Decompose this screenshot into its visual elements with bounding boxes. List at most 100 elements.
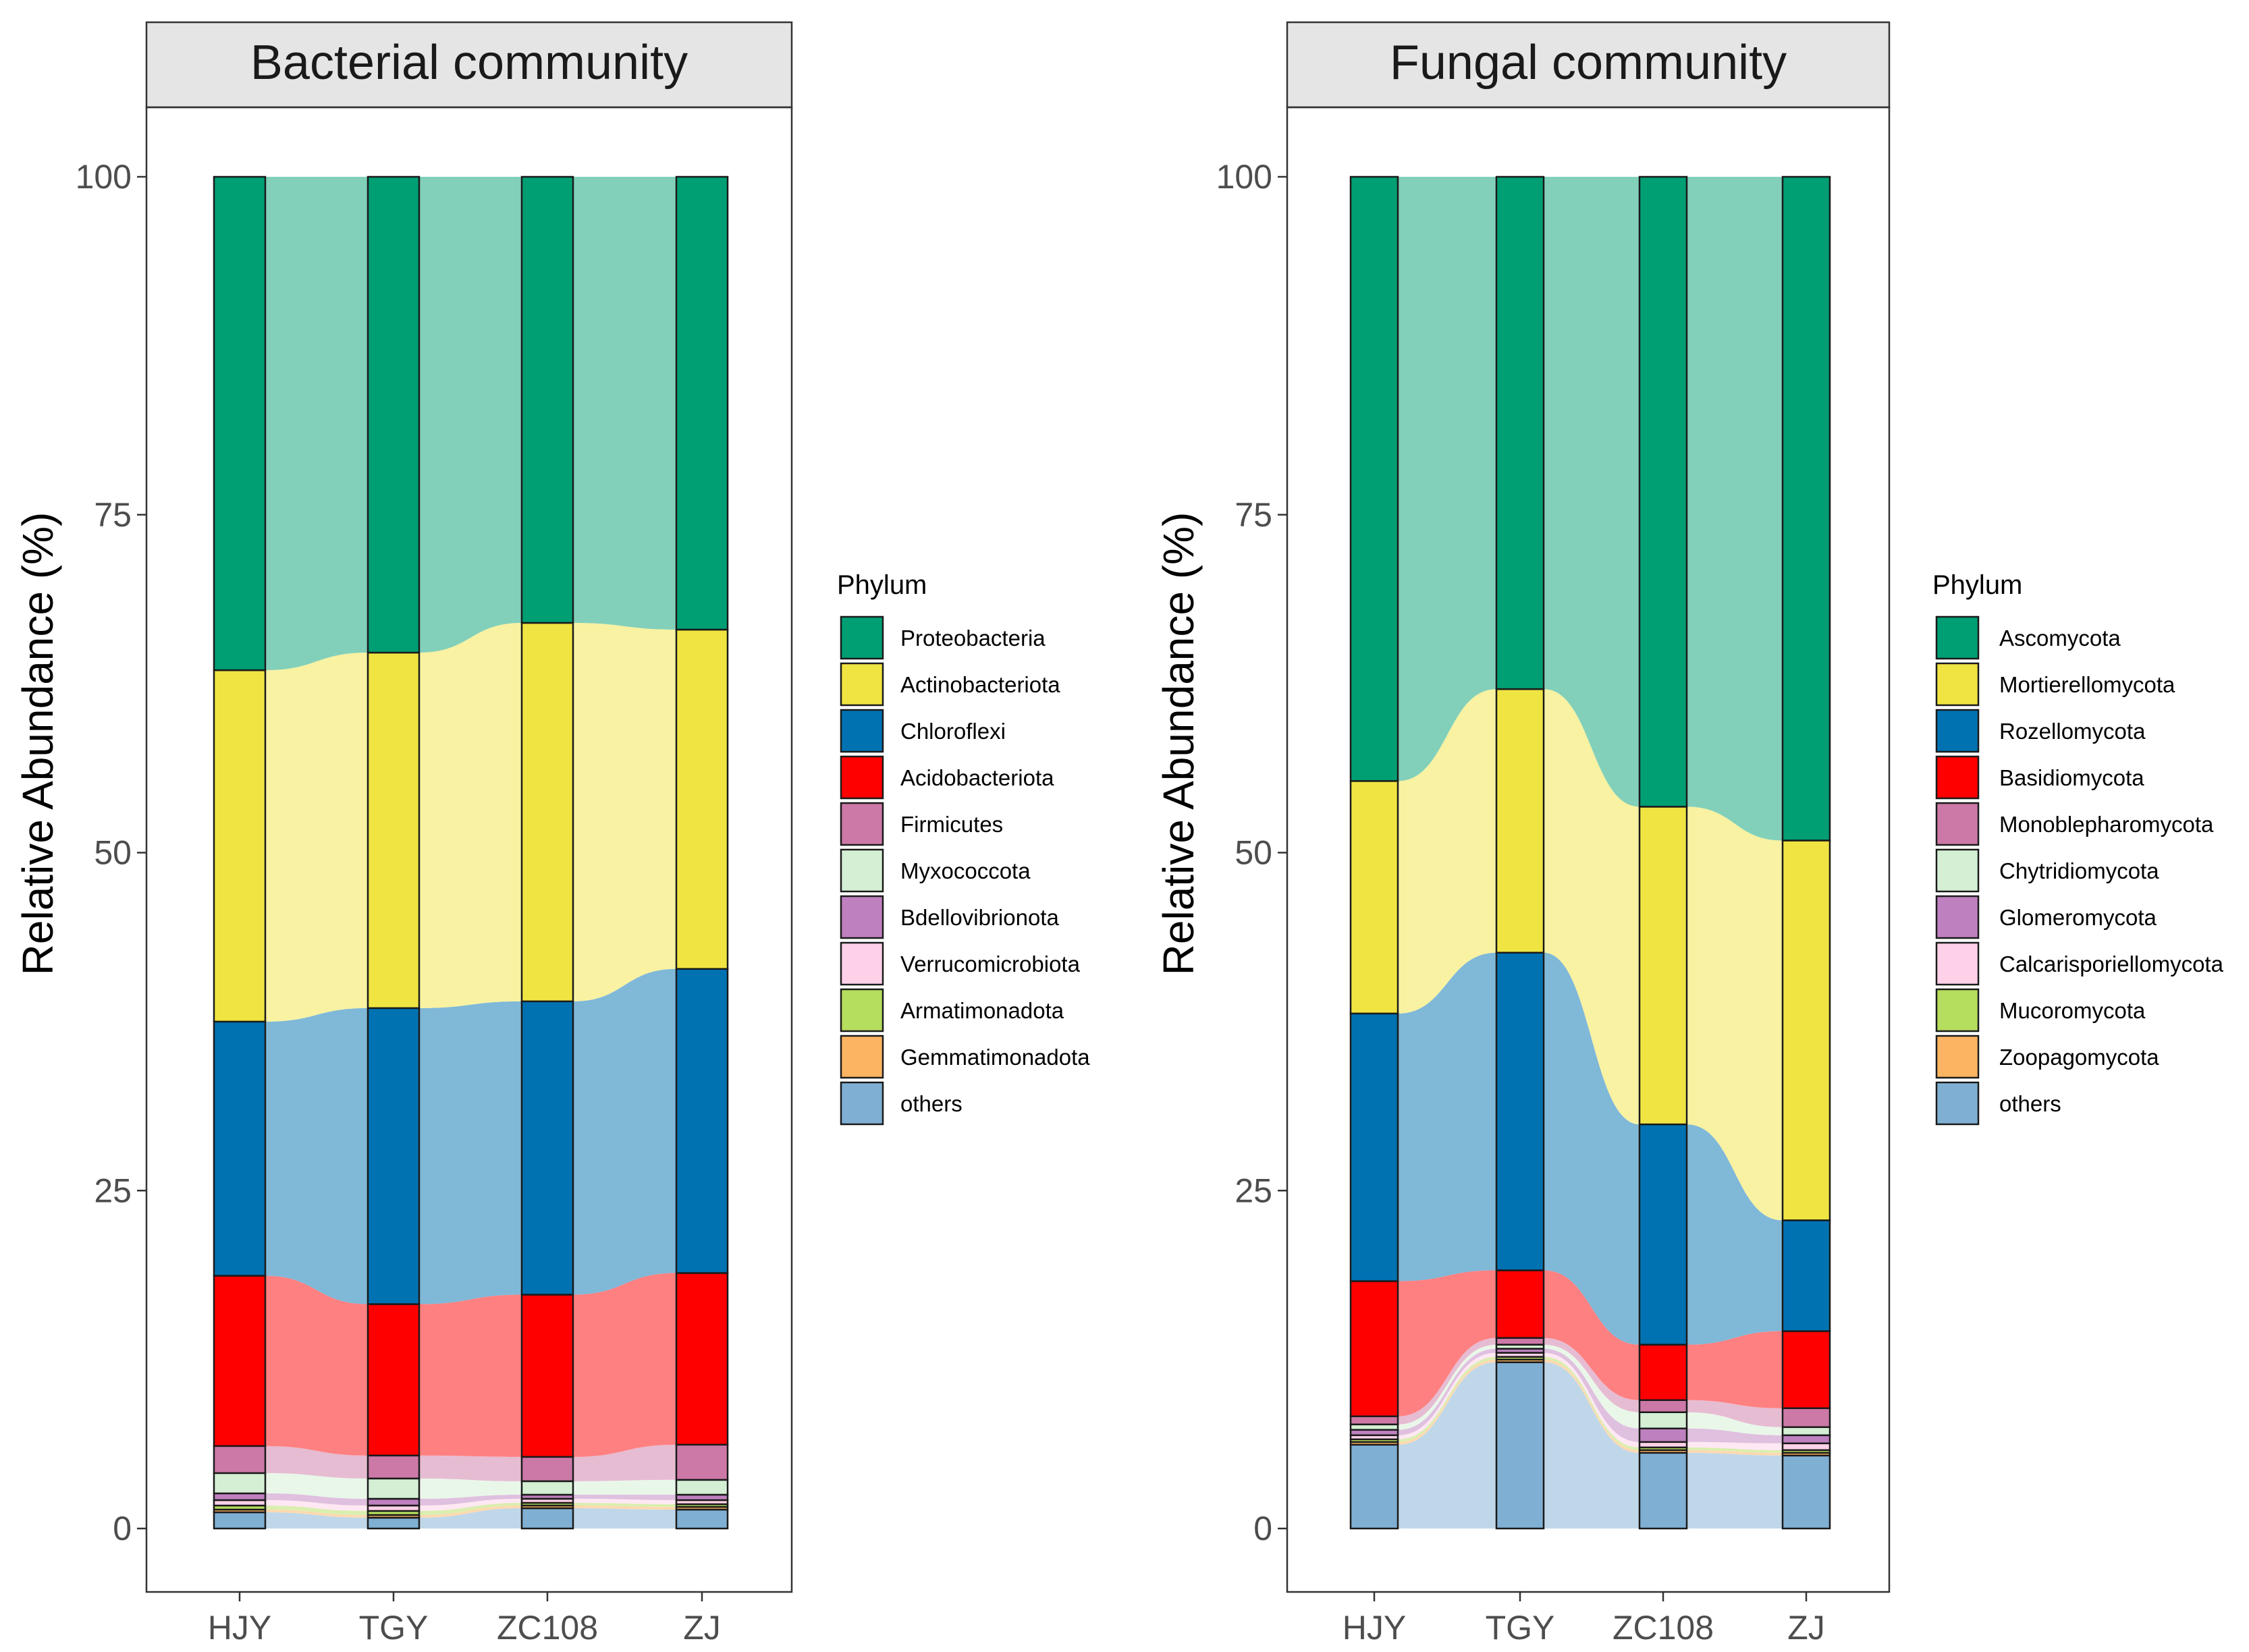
bacterial-bar-tgy-chloroflexi [367, 1007, 421, 1305]
fungal-y-tick-label-25: 25 [1235, 1172, 1272, 1209]
bacterial-legend-label-firmicutes: Firmicutes [900, 812, 1003, 837]
bacterial-bar-tgy-acidobacteriota [367, 1303, 421, 1457]
fungal-flow-mortierellomycota-3 [1687, 806, 1783, 1221]
bacterial-bar-zj-actinobacteriota [675, 628, 729, 970]
bacterial-legend-label-acidobacteriota: Acidobacteriota [900, 765, 1054, 790]
bacterial-bar-zc108-others [520, 1507, 574, 1530]
fungal-flow-others-1 [1398, 1362, 1496, 1529]
fungal-bar-zj-glomeromycota [1781, 1434, 1831, 1445]
fungal-bar-zj-calcarisporiellomycota [1781, 1442, 1831, 1452]
fungal-plot-border [1286, 106, 1891, 1593]
bacterial-bar-hjy-others [213, 1511, 267, 1530]
bacterial-flow-bdellovibrionota-1 [265, 1493, 368, 1506]
fungal-flow-glomeromycota-1 [1398, 1348, 1496, 1435]
fungal-legend-key-mortierellomycota [1935, 662, 1980, 707]
bacterial-flow-chloroflexi-1 [265, 1008, 368, 1304]
fungal-flow-ascomycota-2 [1544, 177, 1640, 807]
bacterial-flow-verrucomicrobiota-1 [265, 1499, 368, 1511]
fungal-bar-tgy-rozellomycota [1495, 952, 1545, 1271]
bacterial-bar-zj-firmicutes [675, 1443, 729, 1481]
fungal-legend-label-rozellomycota: Rozellomycota [1999, 719, 2146, 744]
bacterial-flow-acidobacteriota-2 [419, 1294, 522, 1457]
bacterial-bar-zc108-myxococcota [520, 1480, 574, 1496]
fungal-legend-label-mortierellomycota: Mortierellomycota [1999, 672, 2175, 697]
fungal-bar-zc108-mortierellomycota [1638, 806, 1688, 1126]
bacterial-flow-armatimonadota-2 [419, 1502, 522, 1515]
fungal-flow-mucoromycota-3 [1687, 1447, 1783, 1453]
fungal-legend-label-monoblepharomycota: Monoblepharomycota [1999, 812, 2214, 837]
fungal-flow-basidiomycota-3 [1687, 1331, 1783, 1408]
bacterial-flow-actinobacteriota-1 [265, 653, 368, 1022]
fungal-x-tick-label-zc108: ZC108 [1613, 1609, 1714, 1647]
fungal-bar-zc108-basidiomycota [1638, 1344, 1688, 1401]
fungal-bar-zc108-rozellomycota [1638, 1123, 1688, 1346]
fungal-bar-tgy-mortierellomycota [1495, 688, 1545, 954]
bacterial-legend-label-chloroflexi: Chloroflexi [900, 719, 1006, 744]
fungal-legend-label-mucoromycota: Mucoromycota [1999, 998, 2146, 1023]
bacterial-bar-zc108-actinobacteriota [520, 622, 574, 1003]
fungal-y-axis-label: Relative Abundance (%) [1154, 512, 1203, 976]
bacterial-title: Bacterial community [250, 36, 688, 90]
bacterial-bar-hjy-bdellovibrionota [213, 1492, 267, 1502]
bacterial-legend-key-proteobacteria [840, 615, 884, 660]
bacterial-panel: Bacterial community Relative Abundance (… [13, 21, 1090, 1647]
fungal-bars [1349, 175, 1831, 1530]
fungal-bar-tgy-monoblepharomycota [1495, 1337, 1545, 1346]
fungal-flow-monoblepharomycota-3 [1687, 1400, 1783, 1427]
bacterial-flow-acidobacteriota-3 [573, 1273, 676, 1457]
fungal-bar-zc108-others [1638, 1452, 1688, 1530]
fungal-flow-rozellomycota-1 [1398, 952, 1496, 1282]
fungal-flow-monoblepharomycota-1 [1398, 1338, 1496, 1425]
fungal-bar-hjy-others [1349, 1443, 1399, 1530]
bacterial-legend-label-proteobacteria: Proteobacteria [900, 626, 1046, 651]
bacterial-bar-zj-others [675, 1508, 729, 1530]
bacterial-plot-border [145, 106, 793, 1593]
fungal-flow-calcarisporiellomycota-3 [1687, 1441, 1783, 1450]
fungal-flow-mucoromycota-1 [1398, 1356, 1496, 1442]
bacterial-flow-verrucomicrobiota-3 [573, 1498, 676, 1504]
fungal-bar-zc108-chytridiomycota [1638, 1411, 1688, 1430]
fungal-legend-key-rozellomycota [1935, 709, 1980, 753]
fungal-y-axis: 0 25 50 75 100 [1216, 158, 1287, 1547]
bacterial-legend-label-myxococcota: Myxococcota [900, 858, 1031, 883]
fungal-flow-basidiomycota-2 [1544, 1270, 1640, 1400]
fungal-bar-hjy-ascomycota [1349, 175, 1399, 782]
fungal-bar-zj-monoblepharomycota [1781, 1407, 1831, 1429]
bacterial-flow-firmicutes-3 [573, 1444, 676, 1481]
bacterial-flow-proteobacteria-3 [573, 177, 676, 630]
bacterial-flow-proteobacteria-1 [265, 177, 368, 671]
bacterial-flows [265, 177, 676, 1529]
fungal-flow-chytridiomycota-1 [1398, 1344, 1496, 1430]
fungal-y-tick-label-100: 100 [1216, 158, 1272, 196]
bacterial-bar-zc108-chloroflexi [520, 1000, 574, 1296]
bacterial-bar-zj-acidobacteriota [675, 1272, 729, 1446]
fungal-legend-key-ascomycota [1935, 615, 1980, 660]
fungal-legend-label-zoopagomycota: Zoopagomycota [1999, 1045, 2159, 1070]
bacterial-flow-chloroflexi-2 [419, 1001, 522, 1304]
fungal-legend-label-glomeromycota: Glomeromycota [1999, 905, 2157, 930]
bacterial-flow-armatimonadota-3 [573, 1502, 676, 1507]
bacterial-x-tick-label-tgy: TGY [359, 1609, 429, 1647]
bacterial-bar-tgy-myxococcota [367, 1477, 421, 1500]
fungal-legend-label-others: others [1999, 1091, 2061, 1116]
bacterial-bar-zj-chloroflexi [675, 968, 729, 1274]
bacterial-flow-others-2 [419, 1508, 522, 1529]
fungal-flow-chytridiomycota-3 [1687, 1412, 1783, 1435]
fungal-flow-mortierellomycota-1 [1398, 689, 1496, 1014]
fungal-y-tick-label-75: 75 [1235, 496, 1272, 534]
bacterial-y-tick-label-100: 100 [76, 158, 132, 196]
fungal-legend-key-basidiomycota [1935, 755, 1980, 800]
bacterial-y-tick-label-50: 50 [94, 834, 132, 872]
bacterial-bar-tgy-bdellovibrionota [367, 1497, 421, 1507]
bacterial-flow-others-1 [265, 1512, 368, 1529]
fungal-bar-zc108-monoblepharomycota [1638, 1399, 1688, 1413]
fungal-flow-zoopagomycota-2 [1544, 1359, 1640, 1453]
bacterial-legend-label-others: others [900, 1091, 963, 1116]
fungal-flow-others-3 [1687, 1452, 1783, 1529]
fungal-flow-ascomycota-1 [1398, 177, 1496, 781]
bacterial-bars [213, 175, 729, 1530]
fungal-legend-label-chytridiomycota: Chytridiomycota [1999, 858, 2159, 883]
fungal-bar-hjy-mortierellomycota [1349, 780, 1399, 1015]
fungal-bar-tgy-ascomycota [1495, 175, 1545, 690]
fungal-bar-zj-rozellomycota [1781, 1219, 1831, 1332]
